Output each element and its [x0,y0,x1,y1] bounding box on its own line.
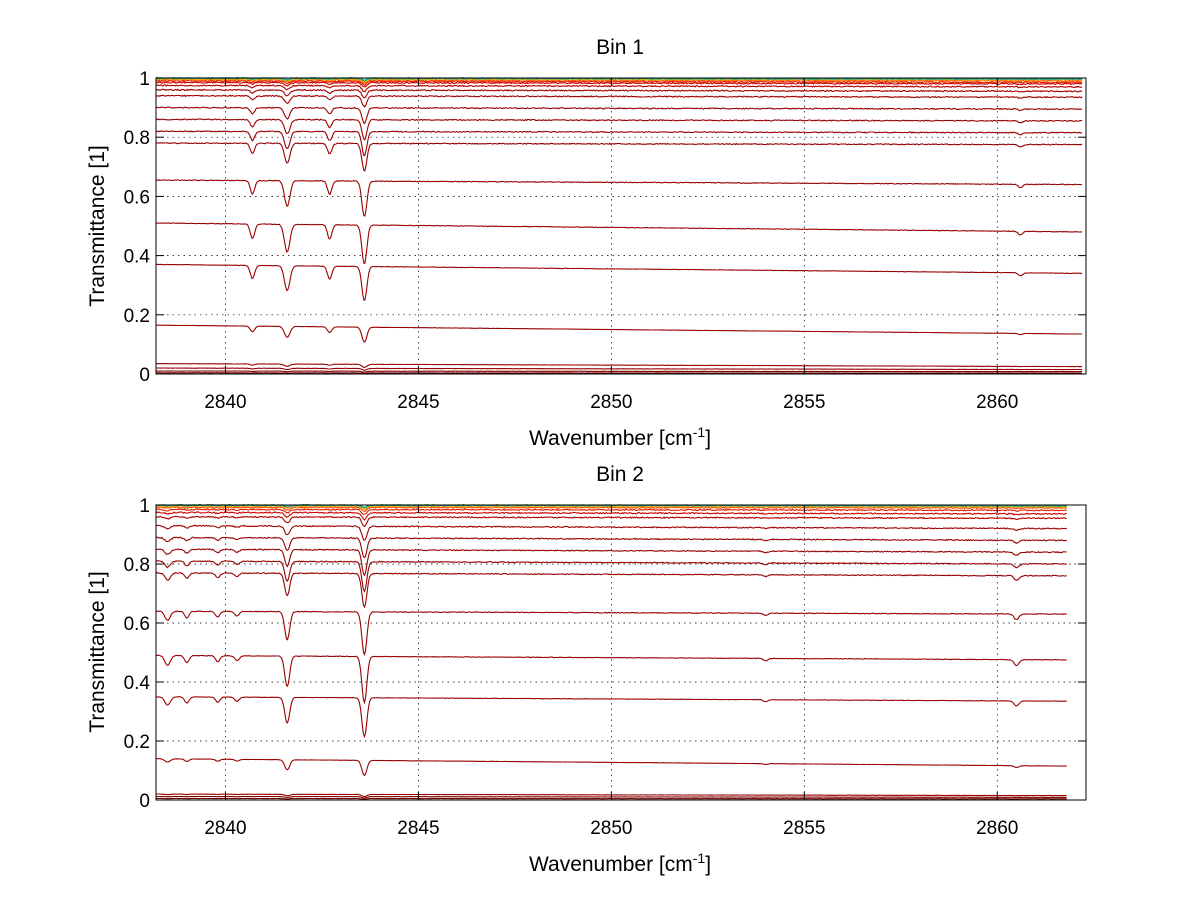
axes-box [155,504,1087,801]
chart-panel-bin-1: Bin 1 2840 2845 2850 2855 2860 0 0.2 0.4 0.6 0.8… [86,36,1087,450]
x-tick-label: 2860 [976,392,1018,413]
y-tick-labels: 0 0.2 0.4 0.6 0.8 1 [124,69,151,386]
y-tick-label: 0.4 [124,673,151,694]
y-tick-label: 1 [139,496,150,517]
spectral-traces [156,76,1083,374]
x-tick-label: 2840 [204,392,246,413]
chart-title: Bin 1 [596,36,644,59]
series-line [156,263,1083,301]
y-tick-label: 0.8 [124,128,150,149]
y-axis-label: Transmittance [1] [86,145,109,306]
y-tick-label: 0.4 [124,247,151,268]
y-tick-label: 0.8 [124,555,150,576]
series-line [156,222,1083,264]
x-tick-label: 2855 [783,392,825,413]
y-axis-label: Transmittance [1] [86,571,109,732]
axis-ticks [156,504,1086,801]
x-tick-label: 2855 [783,818,825,839]
y-tick-label: 0 [139,791,150,812]
series-line [156,367,1083,371]
x-tick-label: 2850 [590,392,632,413]
series-line [156,130,1083,157]
series-line [156,560,1067,593]
series-line [156,84,1083,93]
x-tick-label: 2845 [397,818,439,839]
series-line [156,610,1067,657]
series-line [156,88,1083,99]
series-line [156,696,1067,739]
chart-title: Bin 2 [596,463,644,486]
x-axis-label: Wavenumber [cm-1] [529,850,711,876]
series-line [156,524,1068,541]
series-line [156,515,1067,528]
series-line [156,81,1083,88]
series-line [156,324,1083,343]
y-tick-label: 0.2 [124,306,150,327]
series-line [156,142,1083,172]
series-line [156,536,1068,559]
chart-panel-bin-2: Bin 2 2840 2845 2850 2855 2860 0 0.2 0.4 0.6 0.8… [86,463,1087,876]
x-tick-label: 2850 [590,818,632,839]
x-axis-label: Wavenumber [cm-1] [529,424,711,450]
series-line [156,571,1067,609]
series-line [156,94,1083,108]
x-tick-label: 2840 [204,818,246,839]
y-tick-labels: 0 0.2 0.4 0.6 0.8 1 [124,496,151,812]
x-tick-labels: 2840 2845 2850 2855 2860 [204,818,1018,839]
x-tick-label: 2845 [397,392,439,413]
series-line [156,362,1083,368]
y-tick-label: 1 [139,69,150,90]
series-line [156,179,1083,217]
y-tick-label: 0.6 [124,614,150,635]
y-tick-label: 0.2 [124,732,150,753]
axis-ticks [156,77,1086,375]
y-tick-label: 0.6 [124,187,150,208]
series-line [156,372,1083,374]
series-line [156,548,1067,577]
series-line [156,758,1067,777]
series-line [156,118,1083,141]
series-line [156,654,1067,705]
y-tick-label: 0 [139,365,150,386]
x-tick-label: 2860 [976,818,1018,839]
x-tick-labels: 2840 2845 2850 2855 2860 [204,392,1018,413]
series-line [156,106,1083,124]
axes-box [155,77,1087,375]
series-line [156,511,1067,521]
series-line [156,370,1083,373]
